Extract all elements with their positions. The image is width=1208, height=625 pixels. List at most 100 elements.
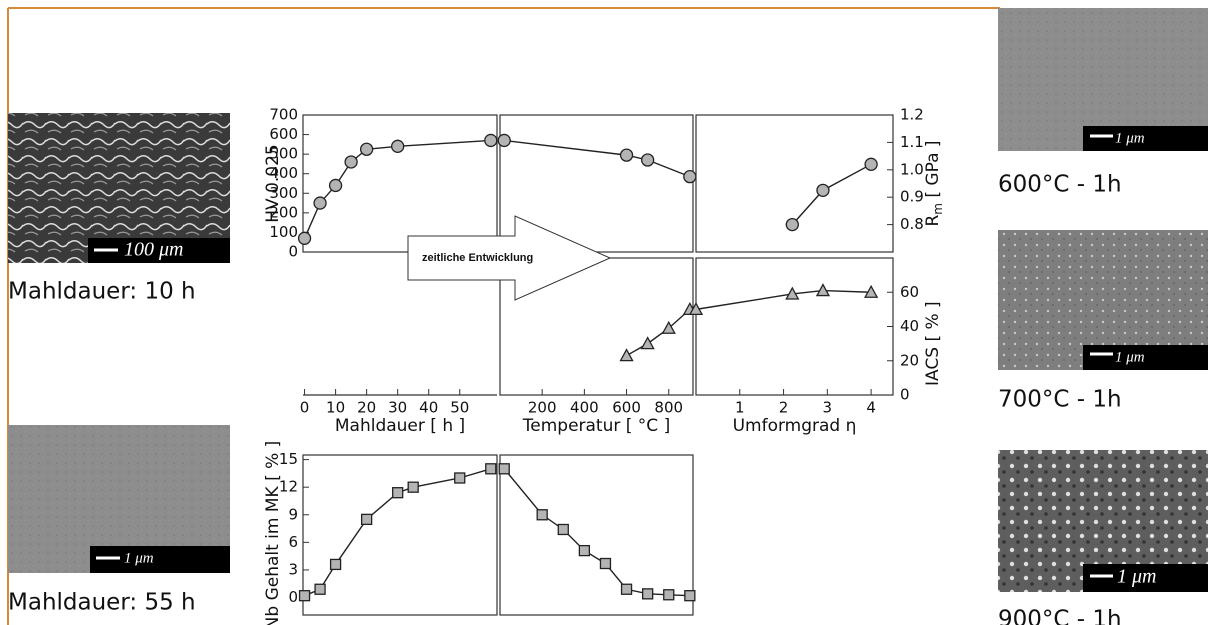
y-tick-label: 1.2 bbox=[900, 106, 924, 124]
marker bbox=[497, 133, 511, 148]
plot-frame bbox=[499, 454, 694, 616]
x-tick-label: 2 bbox=[779, 399, 789, 417]
marker bbox=[663, 589, 675, 601]
y-tick-label: 12 bbox=[279, 478, 298, 496]
scale-label: 100 μm bbox=[124, 239, 183, 261]
marker bbox=[785, 217, 799, 232]
marker bbox=[360, 513, 373, 526]
x-tick-label: 600 bbox=[612, 399, 641, 417]
y-tick-label: 1.1 bbox=[900, 133, 924, 151]
arrow: zeitliche Entwicklung bbox=[407, 215, 612, 301]
scale-label: 1 μm bbox=[1117, 566, 1156, 588]
marker bbox=[578, 544, 591, 557]
caption: Mahldauer: 55 h bbox=[8, 590, 196, 616]
x-tick-label: 50 bbox=[450, 399, 469, 417]
y-tick-label: 100 bbox=[269, 223, 298, 241]
marker bbox=[864, 284, 879, 298]
marker bbox=[407, 481, 419, 493]
caption: 900°C - 1h bbox=[998, 607, 1122, 625]
marker bbox=[498, 463, 510, 475]
marker bbox=[642, 588, 654, 600]
marker bbox=[359, 142, 374, 156]
caption: Mahldauer: 10 h bbox=[8, 279, 196, 305]
scale-label: 1 μm bbox=[1115, 130, 1145, 146]
marker bbox=[785, 286, 800, 300]
y-tick-label: 0.9 bbox=[900, 188, 924, 206]
y-tick-label: 200 bbox=[269, 203, 298, 221]
y-tick-label: 9 bbox=[288, 505, 298, 523]
plot-frame bbox=[302, 114, 498, 253]
x-axis-label: Umformgrad η bbox=[733, 416, 857, 436]
marker bbox=[684, 590, 696, 602]
data-line bbox=[626, 308, 691, 357]
x-axis-label: Temperatur [ °C ] bbox=[522, 416, 670, 436]
marker bbox=[620, 583, 633, 595]
y-tick-label: 15 bbox=[279, 450, 298, 468]
plot-frame bbox=[695, 114, 894, 253]
x-tick-label: 0 bbox=[300, 399, 310, 417]
y-tick-label: 0 bbox=[900, 386, 910, 404]
marker bbox=[298, 590, 311, 602]
y-axis-label-sub: m bbox=[931, 203, 945, 215]
marker bbox=[661, 320, 676, 334]
y-axis-label: Rm [ GPa ] bbox=[923, 140, 945, 226]
y-tick-label: 0 bbox=[288, 588, 298, 606]
y-tick-label: 20 bbox=[900, 351, 919, 369]
x-axis-label: Mahldauer [ h ] bbox=[335, 416, 465, 436]
y-axis-label-part: R bbox=[923, 215, 943, 227]
plot-frame bbox=[302, 454, 498, 616]
marker bbox=[485, 463, 497, 475]
marker bbox=[599, 557, 612, 570]
marker bbox=[688, 302, 704, 316]
y-tick-label: 6 bbox=[288, 533, 298, 551]
y-axis-label: IACS [ % ] bbox=[923, 301, 943, 386]
marker bbox=[816, 183, 830, 198]
marker bbox=[313, 196, 327, 210]
data-line bbox=[504, 139, 691, 178]
y-tick-label: 0 bbox=[288, 243, 298, 261]
x-tick-label: 1 bbox=[735, 399, 745, 417]
x-tick-label: 20 bbox=[357, 399, 376, 417]
marker bbox=[314, 583, 326, 595]
micrograph: 1 μm bbox=[998, 450, 1208, 592]
x-tick-label: 400 bbox=[570, 399, 599, 417]
micrograph: 100 μm bbox=[8, 113, 230, 263]
data-line bbox=[791, 163, 872, 226]
annotation: zeitliche Entwicklung bbox=[422, 252, 533, 264]
marker bbox=[640, 336, 655, 350]
marker bbox=[297, 231, 312, 245]
marker bbox=[454, 472, 466, 484]
caption: 700°C - 1h bbox=[998, 387, 1122, 413]
y-axis-label: HV 0.025 bbox=[263, 144, 283, 222]
micrograph: 1 μm bbox=[998, 230, 1208, 370]
marker bbox=[392, 487, 404, 499]
marker bbox=[815, 283, 831, 297]
x-tick-label: 3 bbox=[823, 399, 833, 417]
y-tick-label: 40 bbox=[900, 317, 919, 335]
y-tick-label: 3 bbox=[288, 560, 298, 578]
marker bbox=[328, 178, 343, 193]
caption: 600°C - 1h bbox=[998, 172, 1122, 198]
y-tick-label: 500 bbox=[269, 145, 298, 163]
y-tick-label: 60 bbox=[900, 283, 919, 301]
data-line bbox=[695, 289, 872, 311]
y-axis-label: Nb Gehalt im MK [ % ] bbox=[263, 441, 283, 625]
marker bbox=[641, 153, 655, 167]
scale-label: 1 μm bbox=[1115, 349, 1145, 365]
x-tick-label: 30 bbox=[388, 399, 407, 417]
marker bbox=[864, 157, 878, 171]
marker bbox=[536, 509, 548, 521]
x-tick-label: 200 bbox=[528, 399, 557, 417]
scale-label: 1 μm bbox=[124, 550, 154, 566]
y-tick-label: 700 bbox=[269, 106, 298, 124]
y-tick-label: 300 bbox=[269, 184, 298, 202]
y-tick-label: 1.0 bbox=[900, 160, 924, 178]
plot-frame bbox=[695, 257, 894, 396]
marker bbox=[557, 523, 569, 536]
y-tick-label: 0.8 bbox=[900, 215, 924, 233]
y-tick-label: 400 bbox=[269, 164, 298, 182]
marker bbox=[484, 133, 498, 148]
marker bbox=[329, 558, 342, 571]
